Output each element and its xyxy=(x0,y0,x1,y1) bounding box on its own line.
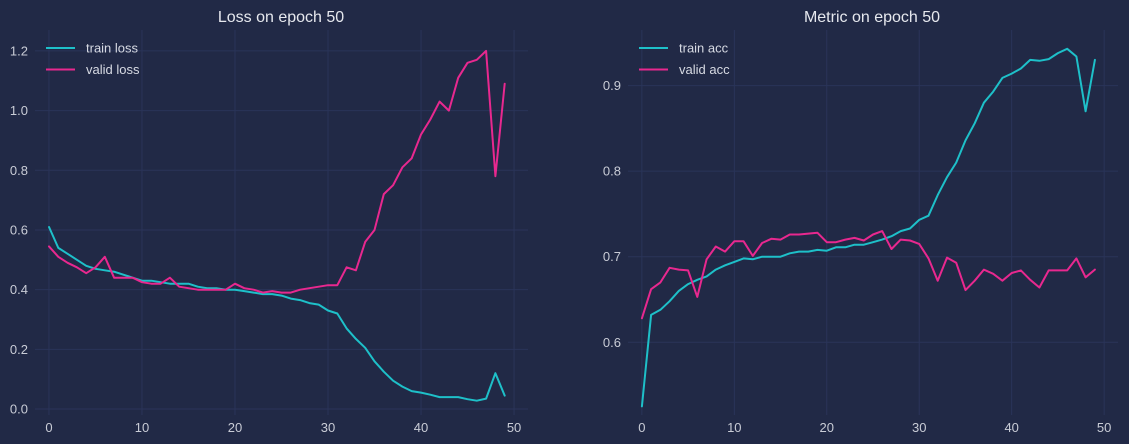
x-tick-label-loss-3: 30 xyxy=(321,420,335,435)
x-ticks-metric: 0 10 20 30 40 50 xyxy=(638,420,1111,435)
legend-label-metric-1: valid acc xyxy=(679,62,730,77)
x-tick-label-metric-1: 10 xyxy=(727,420,741,435)
legend-label-metric-0: train acc xyxy=(679,41,729,56)
y-tick-label-loss-3: 0.6 xyxy=(10,222,28,237)
y-tick-label-loss-4: 0.8 xyxy=(10,163,28,178)
x-tick-label-loss-5: 50 xyxy=(507,420,521,435)
x-tick-label-loss-0: 0 xyxy=(45,420,52,435)
y-tick-label-loss-2: 0.4 xyxy=(10,282,28,297)
legend-metric: train acc valid acc xyxy=(639,41,730,77)
chart-title-loss: Loss on epoch 50 xyxy=(218,9,344,26)
x-tick-label-metric-5: 50 xyxy=(1097,420,1111,435)
y-tick-label-metric-2: 0.8 xyxy=(603,164,621,179)
x-tick-label-metric-3: 30 xyxy=(912,420,926,435)
y-ticks-metric: 0.6 0.7 0.8 0.9 xyxy=(603,78,621,350)
x-tick-label-loss-4: 40 xyxy=(414,420,428,435)
y-tick-label-loss-5: 1.0 xyxy=(10,103,28,118)
x-ticks-loss: 0 10 20 30 40 50 xyxy=(45,420,521,435)
y-tick-label-loss-6: 1.2 xyxy=(10,43,28,58)
y-ticks-loss: 0.0 0.2 0.4 0.6 0.8 1.0 1.2 xyxy=(10,43,28,416)
legend-label-loss-1: valid loss xyxy=(86,62,140,77)
x-tick-label-metric-0: 0 xyxy=(638,420,645,435)
chart-metric: Metric on epoch 50 0 10 20 30 40 50 0.6 0.7 0.8… xyxy=(603,9,1118,435)
series-line-metric-1 xyxy=(640,230,1096,320)
x-tick-label-loss-1: 10 xyxy=(135,420,149,435)
series-line-loss-1 xyxy=(48,49,506,294)
x-tick-label-metric-4: 40 xyxy=(1004,420,1018,435)
chart-title-metric: Metric on epoch 50 xyxy=(804,9,940,26)
series-line-metric-0 xyxy=(640,47,1096,408)
y-tick-label-loss-1: 0.2 xyxy=(10,342,28,357)
x-tick-label-loss-2: 20 xyxy=(228,420,242,435)
y-tick-label-metric-1: 0.7 xyxy=(603,249,621,264)
series-line-loss-0 xyxy=(48,226,506,402)
x-tick-label-metric-2: 20 xyxy=(820,420,834,435)
legend-loss: train loss valid loss xyxy=(46,41,140,77)
y-tick-label-metric-0: 0.6 xyxy=(603,335,621,350)
series-group-loss xyxy=(48,49,506,402)
y-tick-label-metric-3: 0.9 xyxy=(603,78,621,93)
legend-label-loss-0: train loss xyxy=(86,41,139,56)
grid-metric xyxy=(628,30,1118,415)
y-tick-label-loss-0: 0.0 xyxy=(10,402,28,417)
chart-loss: Loss on epoch 50 0 10 20 30 40 50 0.00.20.40.… xyxy=(10,9,528,435)
series-group-metric xyxy=(640,47,1096,408)
grid-loss xyxy=(35,30,528,415)
